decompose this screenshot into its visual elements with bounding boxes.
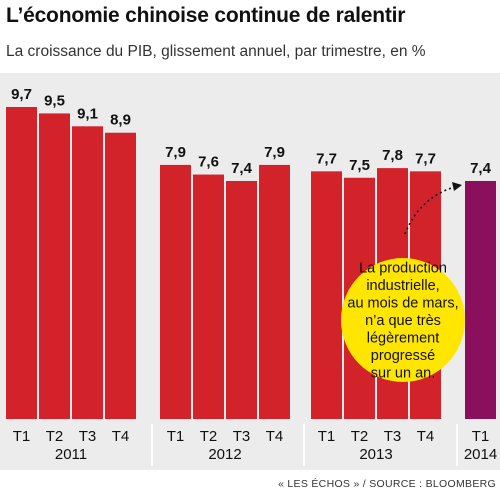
tick-label-2013-T3: T3 (384, 428, 402, 445)
tick-label-2012-T3: T3 (233, 428, 251, 445)
tick-label-2013-T1: T1 (318, 428, 336, 445)
data-label-2012-T2: 7,6 (198, 154, 219, 171)
data-label-2013-T4: 7,7 (415, 150, 436, 167)
bar-2012-T3 (226, 180, 257, 419)
data-label-2011-T2: 9,5 (44, 92, 65, 109)
tick-label-2011-T4: T4 (112, 428, 130, 445)
data-label-2013-T1: 7,7 (316, 150, 337, 167)
tick-label-2011-T1: T1 (13, 428, 31, 445)
bar-2011-T4 (105, 132, 136, 419)
data-label-2012-T4: 7,9 (264, 144, 285, 161)
data-label-2011-T4: 8,9 (110, 112, 131, 129)
callout-text-line: au mois de mars, (347, 296, 458, 312)
data-label-2012-T3: 7,4 (231, 160, 253, 177)
callout-text-line: légèrement (367, 331, 440, 347)
callout-text-line: sur un an. (371, 366, 436, 382)
year-label-2012: 2012 (208, 446, 241, 463)
data-label-2013-T3: 7,8 (382, 147, 403, 164)
bar-2012-T1 (160, 164, 191, 419)
source-note: « LES ÉCHOS » / SOURCE : BLOOMBERG (278, 478, 496, 490)
bar-2013-T1 (311, 171, 342, 419)
callout-arrow-head (452, 182, 462, 191)
tick-label-2012-T4: T4 (266, 428, 284, 445)
bar-2014-T1 (465, 180, 496, 419)
callout-text-line: industrielle, (366, 278, 439, 294)
tick-label-2011-T2: T2 (46, 428, 64, 445)
data-label-2012-T1: 7,9 (165, 144, 186, 161)
bar-2011-T1 (6, 107, 37, 419)
tick-label-2014-T1: T1 (472, 428, 490, 445)
data-label-2014-T1: 7,4 (470, 160, 492, 177)
tick-label-2012-T2: T2 (200, 428, 218, 445)
bar-2012-T2 (193, 174, 224, 419)
data-label-2013-T2: 7,5 (349, 157, 370, 174)
bar-2011-T2 (39, 113, 70, 420)
tick-label-2013-T2: T2 (351, 428, 369, 445)
chart-subtitle: La croissance du PIB, glissement annuel,… (6, 43, 426, 60)
year-label-2013: 2013 (359, 446, 392, 463)
callout-text-line: La production (359, 261, 447, 277)
callout-circle (341, 258, 465, 382)
data-label-2011-T3: 9,1 (77, 105, 98, 122)
callout-text-line: n’a que très (365, 313, 441, 329)
tick-label-2011-T3: T3 (79, 428, 97, 445)
tick-label-2013-T4: T4 (417, 428, 435, 445)
bar-2011-T3 (72, 126, 103, 420)
bar-2012-T4 (259, 164, 290, 419)
data-label-2011-T1: 9,7 (11, 86, 32, 103)
year-label-2014: 2014 (464, 446, 497, 463)
tick-label-2012-T1: T1 (167, 428, 185, 445)
callout-text-line: progressé (371, 348, 435, 364)
chart-title: L’économie chinoise continue de ralentir (6, 4, 406, 27)
year-label-2011: 2011 (55, 446, 87, 463)
